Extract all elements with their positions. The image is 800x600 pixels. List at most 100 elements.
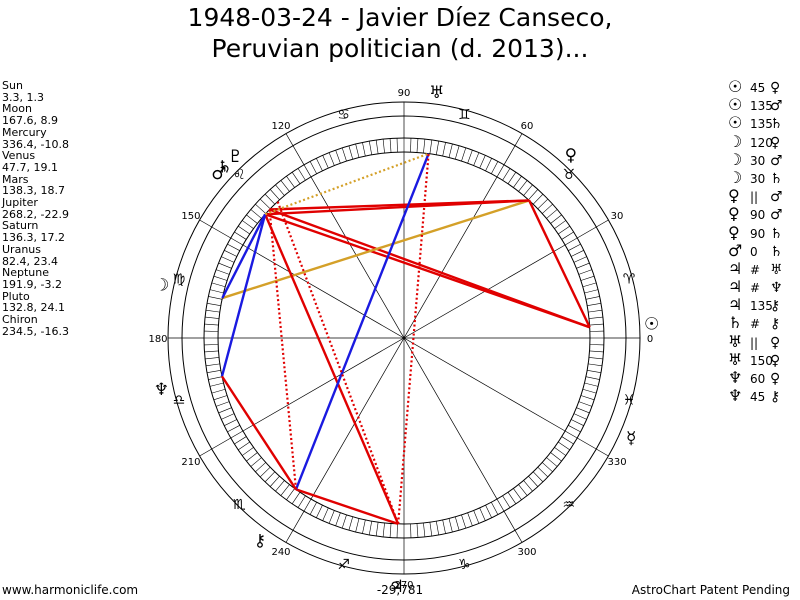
degree-tick [291, 492, 301, 504]
zodiac-sign-glyph: ♋ [337, 107, 350, 123]
planet-name: Moon [2, 102, 32, 116]
chart-title-line1: 1948-03-24 - Javier Díez Canseco, [187, 3, 613, 32]
degree-tick [523, 184, 533, 196]
degree-tick [454, 516, 460, 531]
aspect-line [264, 213, 400, 525]
aspect-row: ♃ # ♆ [728, 277, 790, 297]
aspect-planet-2: ♅ [770, 261, 783, 278]
planet-coords: 138.3, 18.7 [2, 184, 65, 198]
degree-tick [589, 323, 604, 326]
degree-tick [230, 237, 244, 246]
degree-tick [322, 155, 329, 169]
aspect-row: ♂ 0 ♄ [728, 240, 790, 260]
aspect-row: ☉ 135♂ [728, 95, 790, 115]
aspect-line [221, 199, 530, 300]
degree-tick [588, 363, 603, 367]
aspect-row: ♃ # ♅ [728, 259, 790, 278]
degree-tick [250, 209, 262, 219]
degree-tick [206, 370, 221, 374]
degree-tick [571, 250, 584, 257]
degree-tick [585, 376, 600, 380]
aspect-planet-1: ☉ [728, 95, 743, 115]
aspect-planet-2: ♂ [770, 207, 783, 224]
degree-tick [578, 401, 593, 407]
aspect-row: ♅ 150♀ [728, 350, 790, 369]
degree-tick [218, 262, 232, 269]
degree-label: 210 [181, 457, 200, 468]
planet-glyph-neptune: ♆ [154, 380, 169, 400]
footer-website[interactable]: www.harmoniclife.com [2, 583, 139, 597]
aspect-planet-1: ♂ [728, 240, 743, 260]
aspect-planet-1: ☉ [728, 113, 743, 133]
degree-tick [227, 425, 240, 433]
aspect-planet-2: ♆ [770, 280, 783, 297]
degree-tick [558, 225, 570, 235]
aspect-line [269, 208, 591, 329]
degree-tick [546, 209, 558, 219]
degree-label: 330 [607, 457, 626, 468]
planet-name: Venus [2, 149, 36, 163]
degree-tick [213, 275, 228, 281]
aspect-line [220, 213, 267, 377]
degree-tick [215, 401, 230, 407]
aspect-angle: || [750, 335, 759, 350]
degree-tick [442, 519, 446, 534]
zodiac-sign-glyph: ♏ [233, 497, 246, 513]
planet-glyph-venus: ♀ [565, 146, 577, 166]
aspect-planet-2: ♄ [770, 225, 783, 242]
degree-tick [542, 462, 553, 473]
degree-tick [485, 505, 492, 518]
sign-divider [285, 133, 305, 165]
degree-label: 120 [271, 121, 290, 132]
degree-tick [238, 225, 250, 235]
degree-tick [537, 466, 549, 478]
aspect-planet-1: ♃ [728, 277, 743, 297]
degree-tick [542, 203, 553, 214]
degree-tick [362, 142, 366, 157]
degree-tick [328, 152, 335, 166]
aspect-line [295, 488, 399, 526]
degree-tick [215, 269, 230, 275]
aspect-angle: 60 [750, 372, 766, 386]
degree-tick [213, 395, 228, 401]
degree-tick [528, 189, 539, 200]
degree-tick [204, 350, 219, 353]
degree-tick [209, 289, 224, 294]
aspect-line [269, 199, 530, 211]
planet-name: Neptune [2, 266, 50, 280]
aspect-angle: 135 [750, 299, 773, 314]
degree-tick [416, 138, 419, 153]
degree-tick [589, 350, 604, 353]
degree-tick [585, 296, 600, 300]
aspect-row: ☽ 30 ♂ [728, 150, 790, 169]
planet-coords: 82.4, 23.4 [2, 254, 58, 268]
aspect-angle: 30 [750, 171, 766, 186]
degree-tick [442, 142, 446, 157]
degree-tick [238, 441, 250, 451]
degree-tick [389, 138, 392, 153]
planet-glyph-chiron: ⚷ [254, 531, 266, 551]
degree-tick [328, 510, 335, 524]
degree-tick [491, 161, 499, 174]
degree-tick [230, 430, 244, 439]
aspect-angle: 90 [750, 208, 766, 223]
degree-tick [507, 492, 517, 504]
degree-tick [576, 407, 590, 414]
aspect-angle: 120 [750, 135, 773, 150]
degree-tick [485, 158, 492, 171]
degree-tick [375, 522, 379, 537]
aspect-row: ♀ 90 ♂ [728, 205, 790, 224]
degree-tick [473, 152, 480, 166]
degree-tick [573, 256, 587, 263]
aspect-planet-2: ♀ [770, 334, 781, 351]
degree-tick [297, 495, 306, 508]
aspect-line [221, 213, 267, 299]
aspect-planet-2: ⚷ [770, 316, 781, 333]
degree-label: 240 [271, 547, 290, 558]
degree-tick [568, 425, 581, 433]
degree-tick [561, 231, 574, 240]
zodiac-sign-glyph: ♈ [623, 272, 636, 288]
degree-tick [587, 370, 602, 374]
zodiac-sign-glyph: ♊ [458, 107, 471, 123]
